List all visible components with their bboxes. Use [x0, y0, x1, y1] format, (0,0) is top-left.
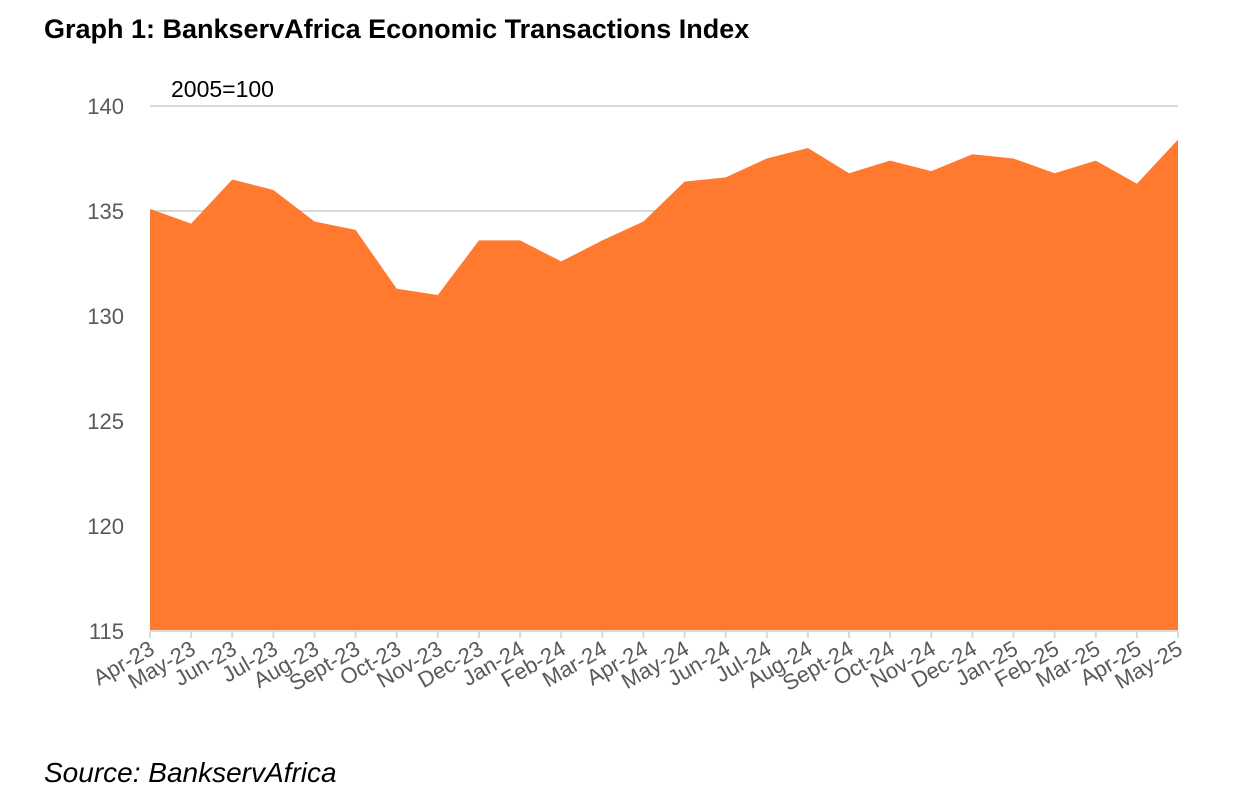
unit-label: 2005=100 — [171, 76, 274, 102]
y-tick-label: 125 — [87, 409, 124, 434]
y-tick-label: 135 — [87, 199, 124, 224]
y-tick-label: 120 — [87, 514, 124, 539]
series-area — [150, 139, 1178, 631]
x-axis — [149, 630, 1179, 638]
y-tick-label: 115 — [89, 619, 124, 644]
x-tick-labels: Apr-23May-23Jun-23Jul-23Aug-23Sept-23Oct… — [89, 636, 1187, 696]
y-tick-label: 140 — [87, 94, 124, 119]
area-layer — [150, 139, 1178, 631]
source-note: Source: BankservAfrica — [44, 757, 337, 788]
y-axis: 115 120 125 130 135 140 — [87, 94, 124, 644]
chart-title: Graph 1: BankservAfrica Economic Transac… — [44, 14, 750, 44]
y-tick-label: 130 — [87, 304, 124, 329]
